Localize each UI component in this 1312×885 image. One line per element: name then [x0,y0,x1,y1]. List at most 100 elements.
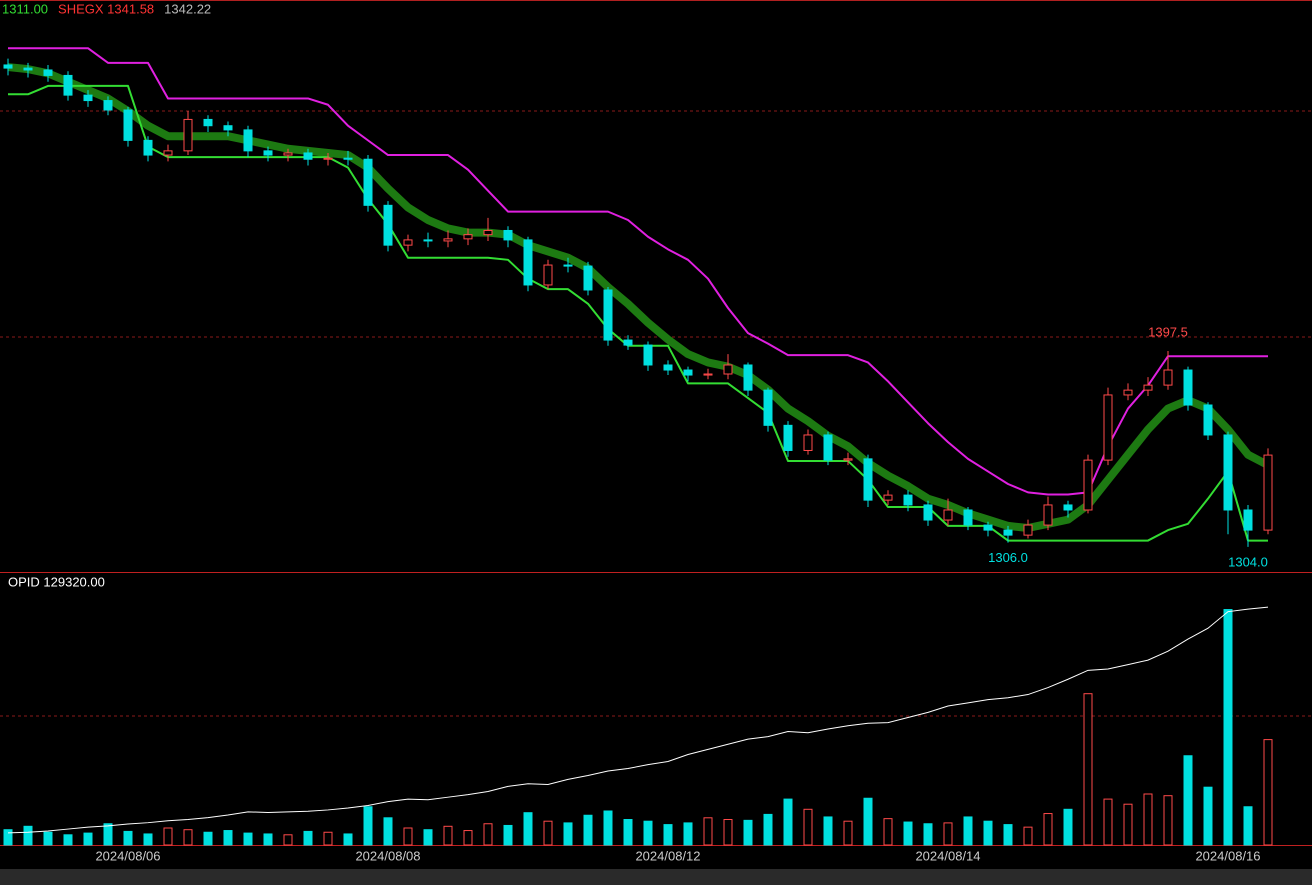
volume-bar [443,825,453,846]
header-text: SHEGX 1341.58 [58,1,154,16]
price-annotation: 1397.5 [1148,324,1188,339]
candle-body [303,152,313,160]
candle-body [583,265,593,291]
candle-body [23,67,33,71]
volume-bar [563,822,573,846]
volume-bar [1103,798,1113,846]
volume-bar [1063,808,1073,846]
candle-body [823,434,833,461]
volume-bar [143,833,153,846]
candle-body [1223,434,1233,511]
volume-bar [1223,609,1233,846]
candle-body [1243,509,1253,531]
volume-bar [923,823,933,846]
candle-body [1143,384,1153,391]
volume-bar [83,832,93,846]
candle-body [763,389,773,426]
candle-body [983,524,993,531]
status-bar [0,869,1312,885]
candle-body [1023,524,1033,536]
volume-bar [583,814,593,846]
candle-body [863,458,873,501]
candle-body [883,494,893,501]
volume-bar [403,827,413,846]
volume-bar [803,808,813,846]
volume-bar [763,813,773,846]
volume-bar [523,812,533,846]
candle-body [663,364,673,371]
volume-bar [743,819,753,846]
candle-body [803,434,813,451]
volume-bar [783,798,793,846]
candle-body [483,229,493,236]
x-tick-label: 2024/08/06 [95,848,160,863]
volume-bar [483,823,493,846]
candle-body [903,494,913,506]
volume-bar [63,834,73,846]
volume-bar [3,829,13,846]
candle-body [543,264,553,286]
volume-bar [263,833,273,846]
candle-body [1183,369,1193,406]
volume-bar [1083,693,1093,846]
candle-body [403,239,413,246]
volume-bar [1003,824,1013,846]
candle-body [223,125,233,131]
volume-bar [623,819,633,846]
candle-body [1083,459,1093,511]
volume-bar [1163,795,1173,846]
open-interest-line [7,606,1269,834]
volume-bar [103,823,113,846]
candle-body [43,69,53,76]
price-annotation: 1306.0 [988,550,1028,565]
volume-bar [203,831,213,846]
volume-bar [1043,813,1053,846]
candle-body [603,289,613,341]
x-tick-label: 2024/08/12 [635,848,700,863]
volume-bar [943,822,953,846]
volume-bar [723,819,733,846]
candle-body [1103,394,1113,461]
candle-body [123,109,133,141]
volume-bar [843,820,853,846]
volume-bar [303,830,313,846]
candle-body [463,234,473,240]
volume-bar [503,824,513,846]
candle-body [783,424,793,451]
candle-body [243,129,253,152]
volume-bar [1123,803,1133,846]
volume-bar [343,833,353,846]
candle-body [643,344,653,366]
candle-body [143,139,153,156]
candle-body [103,100,113,111]
candle-body [3,64,13,69]
candle-body [1263,454,1273,531]
indicator-line [7,63,1270,532]
candle-body [503,229,513,241]
volume-bar [1143,793,1153,846]
volume-bar [363,806,373,846]
candle-body [343,157,353,160]
volume-bar [663,824,673,846]
header-text: 1342.22 [164,1,211,16]
volume-bar [703,817,713,846]
x-tick-label: 2024/08/08 [355,848,420,863]
candle-body [443,238,453,242]
volume-bar [643,820,653,846]
volume-bar [963,816,973,846]
volume-bar [23,825,33,846]
volume-bar [323,831,333,846]
candle-body [723,364,733,375]
indicator-line [8,47,1268,496]
volume-bar [1243,806,1253,846]
volume-title: OPID 129320.00 [8,574,105,589]
volume-bar [683,822,693,846]
candle-body [923,504,933,521]
volume-bar [603,810,613,846]
volume-bar [1263,739,1273,846]
candle-body [1043,504,1053,526]
candle-body [383,204,393,246]
candle-body [423,239,433,242]
candle-body [943,509,953,521]
